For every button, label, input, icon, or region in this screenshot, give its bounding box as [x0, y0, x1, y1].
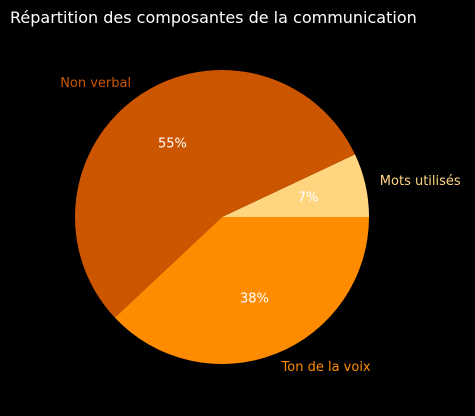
pie-category-label: Ton de la voix — [281, 360, 371, 375]
pie-slice — [75, 69, 356, 318]
pie-category-label: Non verbal — [60, 76, 131, 91]
pie-category-labels: Mots utilisés Non verbal Ton de la voix — [60, 76, 461, 375]
pie-slice — [222, 154, 369, 217]
pie-category-label: Mots utilisés — [380, 174, 461, 189]
pie-percent-label: 7% — [298, 190, 319, 205]
pie-percent-label: 55% — [158, 137, 187, 152]
pie-slices — [75, 69, 369, 364]
pie-slice — [114, 217, 369, 364]
pie-percent-label: 38% — [240, 292, 269, 307]
chart-title: Répartition des composantes de la commun… — [10, 8, 417, 27]
pie-percent-labels: 7% 55% 38% — [158, 137, 318, 307]
